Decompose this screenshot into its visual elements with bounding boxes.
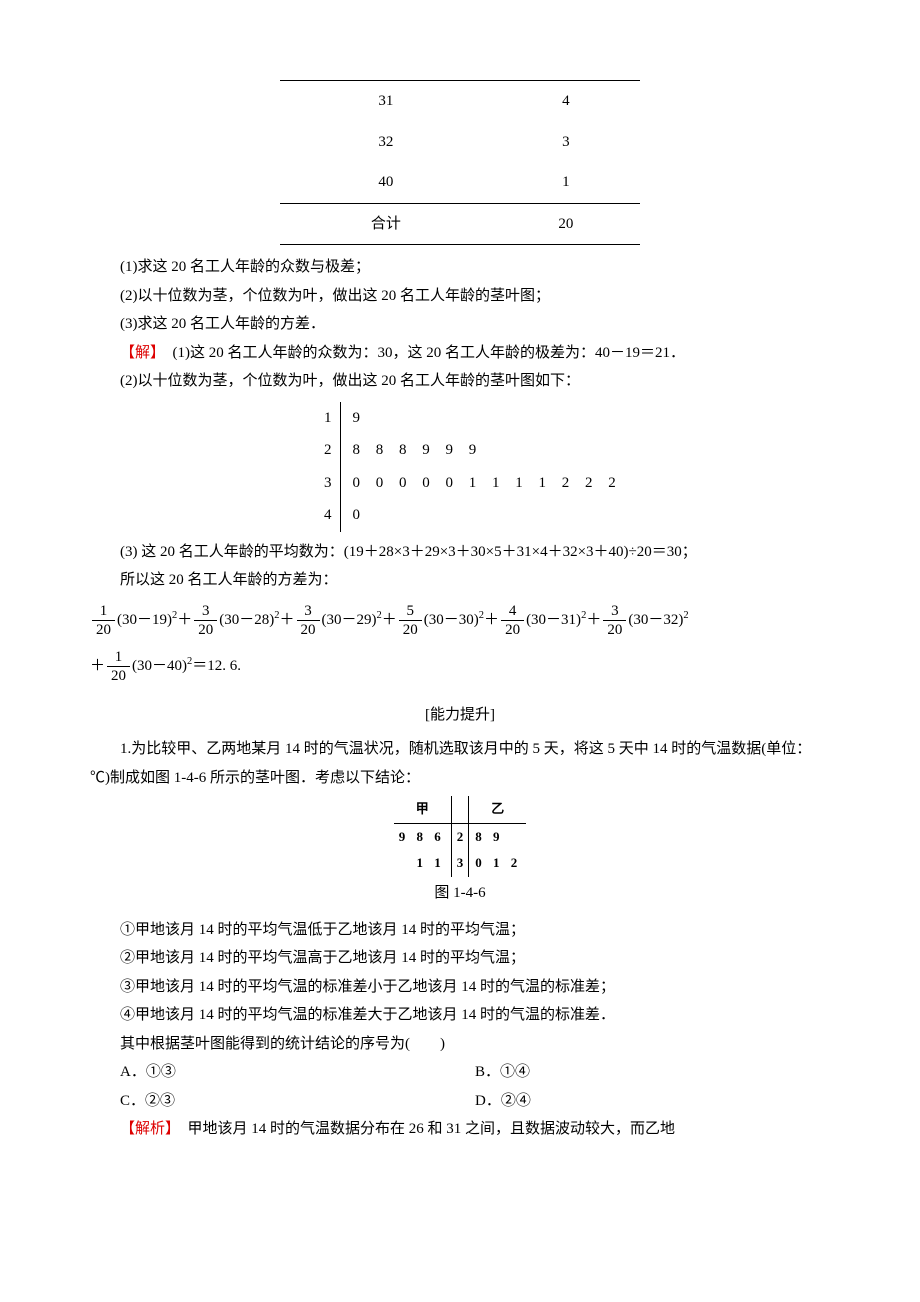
total-label: 合计 bbox=[280, 203, 492, 245]
sl2-right: 0 1 2 bbox=[469, 850, 527, 877]
fraction: 120 bbox=[92, 602, 115, 639]
solution-label: 【解】 bbox=[120, 345, 158, 361]
sl2-row: 9 8 6 2 8 9 bbox=[394, 823, 527, 850]
fraction: 120 bbox=[107, 648, 130, 685]
solution-3-intro: (3) 这 20 名工人年龄的平均数为：(19＋28×3＋29×3＋30×5＋3… bbox=[90, 538, 830, 567]
age-table: 31 4 32 3 40 1 合计 20 bbox=[280, 80, 640, 245]
variance-formula-line2: ＋120(30－40)2＝12. 6. bbox=[90, 645, 830, 687]
solution-1-text: (1)这 20 名工人年龄的众数为：30，这 20 名工人年龄的极差为：40－1… bbox=[158, 345, 686, 361]
term-expr: (30－40) bbox=[132, 658, 187, 674]
squared: 2 bbox=[683, 610, 688, 621]
statement-1: ①甲地该月 14 时的平均气温低于乙地该月 14 时的平均气温； bbox=[90, 916, 830, 945]
question-3: (3)求这 20 名工人年龄的方差． bbox=[90, 310, 830, 339]
table-row: 32 3 bbox=[280, 122, 640, 163]
option-c: C．②③ bbox=[120, 1087, 475, 1116]
question-1: (1)求这 20 名工人年龄的众数与极差； bbox=[90, 253, 830, 282]
sl2-stem: 3 bbox=[451, 850, 469, 877]
analysis-line: 【解析】 甲地该月 14 时的气温数据分布在 26 和 31 之间，且数据波动较… bbox=[90, 1115, 830, 1144]
option-d: D．②④ bbox=[475, 1087, 830, 1116]
table-row: 40 1 bbox=[280, 162, 640, 203]
squared: 2 bbox=[274, 610, 279, 621]
age-cell: 31 bbox=[280, 81, 492, 122]
sl2-row: 1 1 3 0 1 2 bbox=[394, 850, 527, 877]
table-total-row: 合计 20 bbox=[280, 203, 640, 245]
section-title: [能力提升] bbox=[90, 701, 830, 730]
fraction: 320 bbox=[297, 602, 320, 639]
stem-leaf-plot-2: 甲 乙 9 8 6 2 8 9 1 1 3 0 1 2 bbox=[394, 796, 527, 877]
problem-1-lead: 1.为比较甲、乙两地某月 14 时的气温状况，随机选取该月中的 5 天，将这 5… bbox=[90, 735, 830, 792]
solution-3-line2: 所以这 20 名工人年龄的方差为： bbox=[90, 566, 830, 595]
leaf-values: 0 bbox=[340, 499, 630, 532]
stemleaf-row: 4 0 bbox=[280, 499, 630, 532]
sl2-header-stem bbox=[451, 796, 469, 823]
solution-1: 【解】 (1)这 20 名工人年龄的众数为：30，这 20 名工人年龄的极差为：… bbox=[90, 339, 830, 368]
fraction: 320 bbox=[603, 602, 626, 639]
sl2-right: 8 9 bbox=[469, 823, 527, 850]
stemleaf-row: 3 0 0 0 0 0 1 1 1 1 2 2 2 bbox=[280, 467, 630, 500]
sl2-header: 甲 乙 bbox=[394, 796, 527, 823]
figure-caption: 图 1-4-6 bbox=[90, 879, 830, 908]
leaf-values: 8 8 8 9 9 9 bbox=[340, 434, 630, 467]
question-ask: 其中根据茎叶图能得到的统计结论的序号为( ) bbox=[90, 1030, 830, 1059]
count-cell: 3 bbox=[492, 122, 640, 163]
term-expr: (30－29) bbox=[322, 612, 377, 628]
squared: 2 bbox=[581, 610, 586, 621]
sl2-header-right: 乙 bbox=[469, 796, 527, 823]
stem-leaf-2-wrap: 甲 乙 9 8 6 2 8 9 1 1 3 0 1 2 bbox=[90, 796, 830, 877]
analysis-text: 甲地该月 14 时的气温数据分布在 26 和 31 之间，且数据波动较大，而乙地 bbox=[173, 1121, 676, 1137]
total-value: 20 bbox=[492, 203, 640, 245]
fraction: 520 bbox=[399, 602, 422, 639]
squared: 2 bbox=[479, 610, 484, 621]
fraction: 420 bbox=[501, 602, 524, 639]
options-block: A．①③ B．①④ C．②③ D．②④ bbox=[120, 1058, 830, 1115]
statement-2: ②甲地该月 14 时的平均气温高于乙地该月 14 时的平均气温； bbox=[90, 944, 830, 973]
sl2-stem: 2 bbox=[451, 823, 469, 850]
leaf-values: 9 bbox=[340, 402, 630, 435]
squared: 2 bbox=[377, 610, 382, 621]
variance-result: ＝12. 6. bbox=[192, 658, 241, 674]
sl2-header-left: 甲 bbox=[394, 796, 452, 823]
stem-value: 3 bbox=[280, 467, 340, 500]
term-expr: (30－32) bbox=[628, 612, 683, 628]
table-row: 31 4 bbox=[280, 81, 640, 122]
stem-leaf-plot: 1 9 2 8 8 8 9 9 9 3 0 0 0 0 0 1 1 1 1 2 … bbox=[280, 402, 630, 532]
stemleaf-row: 1 9 bbox=[280, 402, 630, 435]
stem-value: 4 bbox=[280, 499, 340, 532]
term-expr: (30－30) bbox=[424, 612, 479, 628]
squared: 2 bbox=[172, 610, 177, 621]
stemleaf-row: 2 8 8 8 9 9 9 bbox=[280, 434, 630, 467]
question-2: (2)以十位数为茎，个位数为叶，做出这 20 名工人年龄的茎叶图； bbox=[90, 282, 830, 311]
sl2-left: 1 1 bbox=[394, 850, 452, 877]
count-cell: 1 bbox=[492, 162, 640, 203]
age-cell: 40 bbox=[280, 162, 492, 203]
count-cell: 4 bbox=[492, 81, 640, 122]
solution-2-intro: (2)以十位数为茎，个位数为叶，做出这 20 名工人年龄的茎叶图如下： bbox=[90, 367, 830, 396]
statement-4: ④甲地该月 14 时的平均气温的标准差大于乙地该月 14 时的气温的标准差． bbox=[90, 1001, 830, 1030]
sl2-left: 9 8 6 bbox=[394, 823, 452, 850]
term-expr: (30－28) bbox=[219, 612, 274, 628]
term-expr: (30－19) bbox=[117, 612, 172, 628]
statement-3: ③甲地该月 14 时的平均气温的标准差小于乙地该月 14 时的气温的标准差； bbox=[90, 973, 830, 1002]
fraction: 320 bbox=[194, 602, 217, 639]
variance-formula-line1: 120(30－19)2＋320(30－28)2＋320(30－29)2＋520(… bbox=[90, 599, 830, 641]
stem-value: 1 bbox=[280, 402, 340, 435]
term-expr: (30－31) bbox=[526, 612, 581, 628]
age-cell: 32 bbox=[280, 122, 492, 163]
leaf-values: 0 0 0 0 0 1 1 1 1 2 2 2 bbox=[340, 467, 630, 500]
option-a: A．①③ bbox=[120, 1058, 475, 1087]
option-b: B．①④ bbox=[475, 1058, 830, 1087]
analysis-label: 【解析】 bbox=[120, 1121, 173, 1137]
stem-value: 2 bbox=[280, 434, 340, 467]
